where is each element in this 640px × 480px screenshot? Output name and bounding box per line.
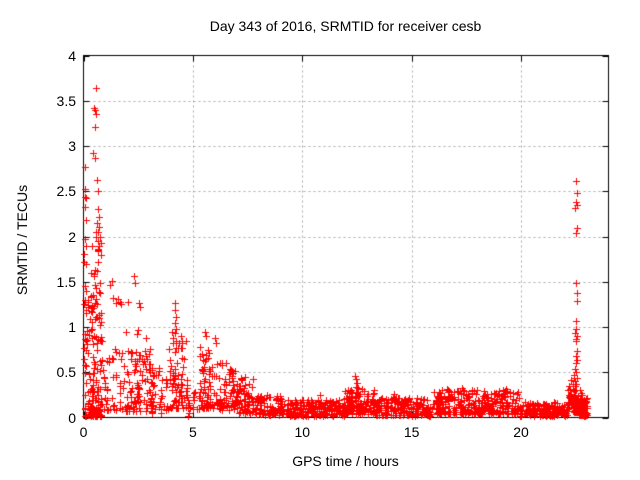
chart-title: Day 343 of 2016, SRMTID for receiver ces… (209, 18, 482, 34)
x-tick-label: 20 (513, 424, 529, 440)
x-tick-label: 5 (188, 424, 197, 440)
x-tick-label: 15 (403, 424, 420, 440)
x-axis-label: GPS time / hours (292, 453, 399, 469)
x-tick-label: 10 (294, 424, 311, 440)
y-tick-label: 3.5 (56, 92, 76, 109)
y-tick-label: 3 (68, 138, 76, 154)
y-tick-label: 2.5 (56, 183, 76, 200)
y-tick-label: 0 (68, 409, 76, 426)
x-tick-label: 0 (79, 424, 88, 440)
y-tick-label: 2 (68, 228, 76, 245)
y-tick-label: 0.5 (56, 364, 76, 381)
y-tick-label: 1 (68, 319, 76, 335)
y-tick-label: 1.5 (56, 273, 76, 290)
y-tick-label: 4 (68, 47, 76, 64)
